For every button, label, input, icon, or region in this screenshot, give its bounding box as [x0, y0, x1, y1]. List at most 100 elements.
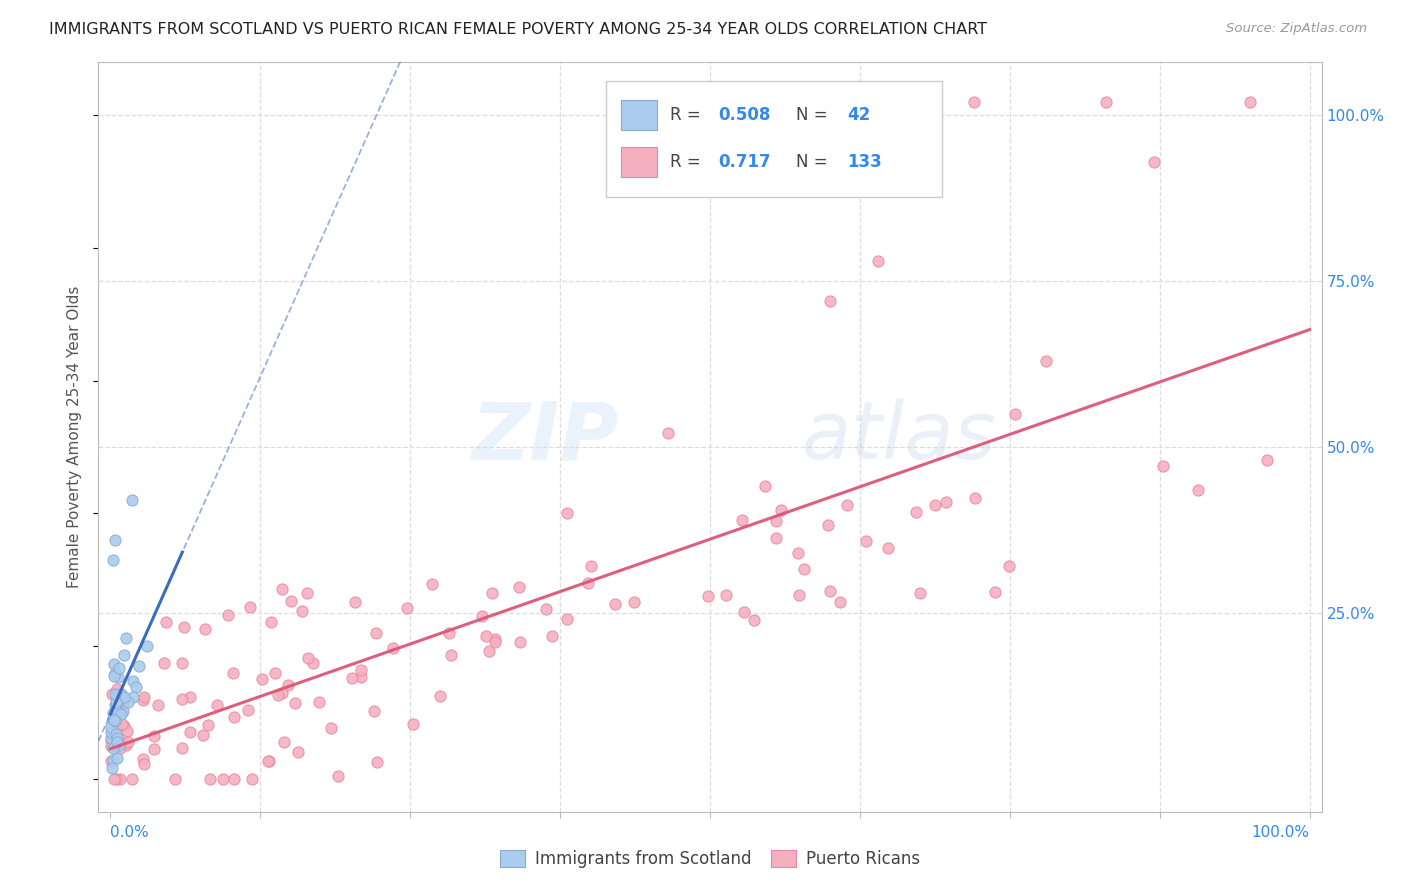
Point	[105, 727, 128, 741]
Point	[125, 680, 148, 694]
Point	[319, 721, 342, 735]
Point	[100, 720, 122, 734]
Point	[481, 585, 503, 599]
Point	[148, 698, 170, 712]
Point	[122, 690, 145, 704]
Point	[855, 533, 877, 548]
Point	[110, 687, 132, 701]
Point	[107, 670, 129, 684]
Point	[605, 597, 627, 611]
Point	[1239, 95, 1261, 110]
Text: Source: ZipAtlas.com: Source: ZipAtlas.com	[1226, 22, 1367, 36]
Point	[579, 558, 602, 573]
Point	[350, 670, 373, 684]
Point	[277, 677, 299, 691]
FancyBboxPatch shape	[606, 81, 942, 197]
Point	[115, 724, 138, 739]
Point	[754, 479, 776, 493]
Point	[742, 613, 765, 627]
Point	[437, 626, 460, 640]
Point	[696, 589, 718, 603]
Point	[104, 687, 127, 701]
Point	[793, 562, 815, 576]
Point	[297, 586, 319, 600]
Point	[179, 724, 201, 739]
Point	[101, 740, 124, 755]
Point	[136, 639, 159, 653]
Text: ZIP: ZIP	[471, 398, 619, 476]
Point	[555, 506, 578, 520]
Point	[240, 772, 263, 786]
Point	[260, 615, 283, 629]
Point	[236, 703, 259, 717]
Point	[297, 651, 319, 665]
Point	[103, 657, 125, 671]
Point	[105, 697, 128, 711]
Point	[104, 666, 127, 681]
Point	[122, 673, 145, 688]
Point	[818, 294, 841, 309]
Point	[132, 692, 155, 706]
Point	[291, 604, 314, 618]
Text: R =: R =	[669, 106, 706, 124]
Point	[104, 533, 127, 547]
Point	[471, 608, 494, 623]
Point	[111, 704, 134, 718]
Point	[402, 717, 425, 731]
Point	[104, 698, 127, 713]
Point	[541, 629, 564, 643]
Point	[103, 669, 125, 683]
Text: N =: N =	[796, 106, 832, 124]
Point	[263, 665, 285, 680]
Point	[134, 757, 156, 772]
Point	[100, 733, 122, 747]
Point	[350, 663, 373, 677]
Point	[121, 772, 143, 786]
Point	[172, 692, 194, 706]
Point	[1035, 354, 1057, 368]
Text: 42: 42	[846, 106, 870, 124]
Point	[817, 518, 839, 533]
Point	[326, 769, 349, 783]
Point	[121, 493, 143, 508]
Point	[105, 682, 128, 697]
Point	[132, 752, 155, 766]
Point	[429, 689, 451, 703]
Point	[101, 760, 124, 774]
Point	[170, 657, 193, 671]
Point	[280, 594, 302, 608]
Point	[132, 690, 155, 704]
Text: IMMIGRANTS FROM SCOTLAND VS PUERTO RICAN FEMALE POVERTY AMONG 25-34 YEAR OLDS CO: IMMIGRANTS FROM SCOTLAND VS PUERTO RICAN…	[49, 22, 987, 37]
Point	[193, 728, 215, 742]
Point	[101, 706, 124, 720]
Point	[935, 495, 957, 509]
Point	[475, 629, 498, 643]
Point	[835, 498, 858, 512]
Point	[179, 690, 201, 704]
Point	[508, 580, 530, 594]
Point	[100, 731, 122, 745]
Point	[224, 710, 246, 724]
Text: 0.717: 0.717	[718, 153, 772, 171]
Point	[1004, 407, 1026, 421]
Point	[257, 755, 280, 769]
Point	[765, 532, 787, 546]
Point	[340, 671, 363, 685]
Point	[905, 505, 928, 519]
Text: R =: R =	[669, 153, 706, 171]
Point	[259, 754, 281, 768]
Point	[657, 425, 679, 440]
Point	[623, 595, 645, 609]
Point	[107, 705, 129, 719]
Point	[222, 772, 245, 786]
Point	[1256, 453, 1278, 467]
Point	[422, 577, 444, 591]
Point	[115, 631, 138, 645]
Point	[877, 541, 900, 556]
Point	[1187, 483, 1209, 497]
Point	[212, 772, 235, 786]
Point	[105, 750, 128, 764]
Text: atlas: atlas	[801, 398, 997, 476]
Point	[1152, 459, 1174, 474]
Point	[555, 612, 578, 626]
